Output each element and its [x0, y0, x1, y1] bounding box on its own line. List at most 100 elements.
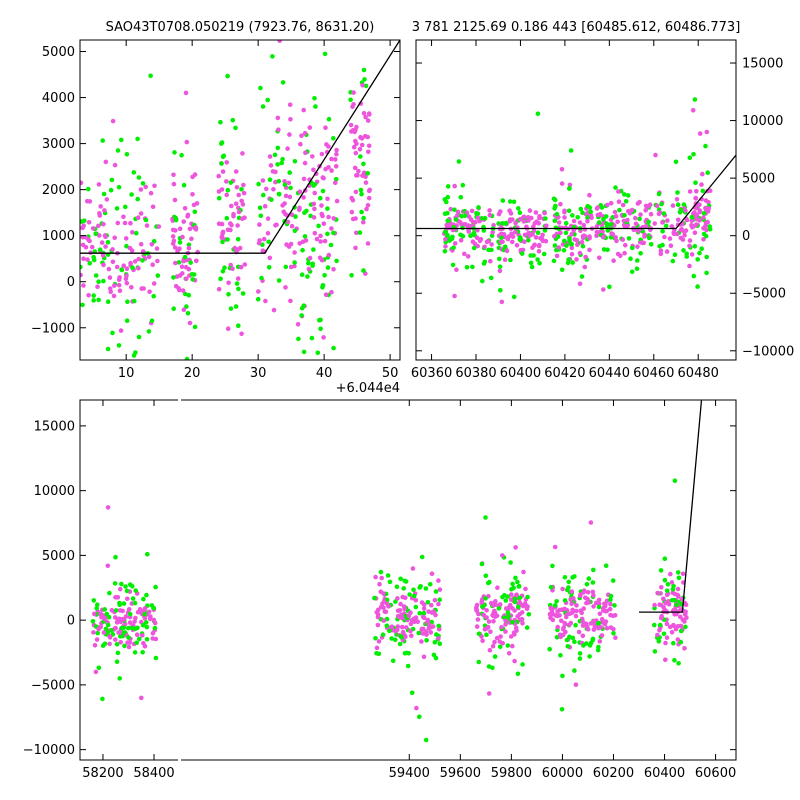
data-point — [331, 267, 336, 272]
data-point — [682, 229, 687, 235]
data-point — [682, 619, 687, 624]
data-point — [138, 211, 144, 216]
data-point — [500, 221, 505, 226]
data-point — [601, 287, 606, 292]
data-point — [483, 573, 489, 579]
data-point — [695, 284, 700, 289]
data-point — [542, 228, 548, 233]
data-point — [687, 238, 693, 243]
data-point — [694, 188, 699, 194]
data-point — [190, 174, 195, 180]
data-point — [384, 623, 390, 628]
data-point — [682, 646, 687, 651]
data-point — [125, 461, 130, 466]
data-point — [547, 646, 552, 652]
data-point — [522, 601, 528, 606]
data-point — [479, 561, 485, 567]
data-point — [607, 284, 612, 290]
data-point — [363, 180, 369, 185]
data-point — [510, 643, 515, 649]
data-point — [324, 142, 329, 147]
data-point — [595, 647, 601, 653]
data-point — [670, 587, 676, 592]
data-point — [563, 230, 569, 236]
data-point — [99, 614, 104, 620]
data-point — [567, 182, 573, 188]
data-point — [604, 626, 610, 631]
data-point — [432, 597, 438, 603]
data-point — [257, 222, 262, 227]
data-point — [312, 182, 318, 187]
data-point — [582, 264, 588, 270]
data-point — [580, 210, 585, 216]
data-point — [91, 472, 96, 477]
data-point — [689, 252, 695, 257]
data-point — [153, 636, 159, 642]
data-point — [506, 613, 512, 619]
data-point — [437, 641, 443, 646]
data-point — [132, 650, 138, 655]
data-point — [389, 636, 394, 641]
data-point — [600, 234, 606, 240]
data-point — [452, 207, 457, 212]
data-point — [661, 211, 667, 216]
data-point — [569, 589, 575, 594]
data-point — [657, 244, 662, 249]
data-point — [90, 226, 96, 231]
data-point — [480, 638, 485, 643]
data-point — [557, 607, 562, 613]
data-point — [216, 189, 222, 194]
data-point — [537, 261, 542, 266]
data-point — [103, 244, 108, 249]
data-point — [181, 258, 186, 264]
data-point — [524, 625, 530, 630]
data-point — [367, 112, 372, 117]
data-point — [581, 222, 587, 228]
data-point — [474, 210, 479, 216]
data-point — [675, 217, 681, 223]
data-point — [635, 244, 640, 249]
data-point — [409, 633, 414, 639]
data-point — [559, 707, 565, 712]
data-point — [112, 235, 117, 241]
data-point — [263, 298, 268, 304]
data-point — [465, 254, 471, 259]
data-point — [89, 244, 95, 250]
data-point — [91, 598, 97, 603]
x-tick-label: 60460 — [633, 366, 674, 381]
data-point — [137, 607, 143, 612]
data-point — [453, 217, 459, 222]
data-point — [154, 246, 160, 251]
data-point — [192, 324, 198, 330]
data-point — [105, 630, 110, 636]
data-point — [220, 239, 225, 245]
data-point — [605, 247, 610, 253]
data-point — [510, 239, 515, 245]
data-point — [277, 40, 282, 43]
data-point — [288, 185, 293, 191]
data-point — [611, 626, 616, 632]
data-point — [236, 323, 241, 329]
data-point — [587, 643, 593, 648]
data-point — [120, 388, 125, 393]
data-point — [136, 256, 141, 262]
y-tick-label: 15000 — [34, 419, 75, 434]
data-point — [103, 159, 109, 165]
data-point — [122, 220, 128, 226]
data-point — [329, 168, 334, 173]
data-point — [323, 125, 328, 130]
data-point — [107, 641, 112, 647]
data-point — [476, 611, 481, 617]
data-point — [552, 234, 557, 239]
data-point — [510, 581, 515, 587]
data-point — [100, 138, 105, 143]
data-point — [146, 254, 152, 260]
data-point — [496, 211, 502, 217]
data-point — [125, 299, 130, 305]
data-point — [429, 571, 435, 576]
data-point — [185, 310, 191, 316]
data-point — [282, 182, 288, 188]
data-point — [334, 147, 339, 153]
data-point — [329, 156, 334, 162]
data-point — [627, 211, 633, 216]
